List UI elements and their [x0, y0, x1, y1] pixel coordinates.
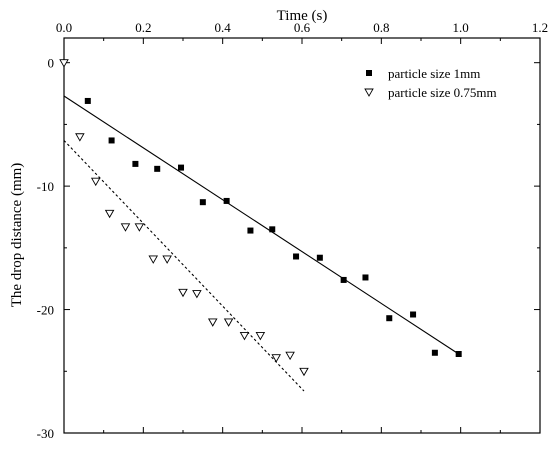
data-point-series-2 — [104, 209, 115, 219]
axis-ticks — [63, 38, 541, 434]
data-point-series-2 — [255, 332, 266, 341]
data-point-series-2 — [285, 351, 295, 361]
axis-tick-labels: 0.0 0.2 0.4 0.6 0.8 1.0 1.2 0 -10 -20 -30 — [37, 20, 548, 441]
data-point-series-2 — [271, 354, 281, 363]
data-point-series-2 — [120, 223, 131, 232]
data-point-series-1 — [455, 351, 462, 357]
x-tick-label: 0.6 — [294, 20, 311, 35]
data-point-series-1 — [410, 311, 417, 318]
legend-marker-series-1 — [366, 70, 372, 76]
x-tick-label: 0.8 — [373, 20, 389, 35]
data-point-series-1 — [132, 160, 139, 167]
legend-marker-series-2 — [364, 88, 374, 97]
data-point-series-1 — [247, 227, 254, 234]
data-point-series-1 — [316, 254, 323, 261]
x-axis-title: Time (s) — [277, 8, 328, 24]
data-point-series-2 — [299, 367, 309, 377]
y-tick-label: -30 — [37, 426, 54, 441]
data-point-series-1 — [386, 315, 393, 322]
data-point-series-1 — [362, 274, 369, 281]
data-point-series-2 — [192, 290, 202, 299]
data-point-series-1 — [431, 349, 438, 356]
data-point-series-2 — [148, 255, 159, 264]
data-point-series-1 — [199, 199, 206, 206]
data-point-series-1 — [178, 164, 185, 171]
data-point-series-2 — [178, 288, 188, 298]
x-tick-label: 0.0 — [56, 20, 72, 35]
x-tick-label: 1.2 — [532, 20, 548, 35]
data-point-series-2 — [239, 332, 250, 341]
data-point-series-1 — [340, 276, 347, 283]
data-point-series-1 — [84, 97, 91, 104]
x-tick-label: 0.4 — [215, 20, 232, 35]
fit-lines — [63, 95, 459, 392]
data-point-series-2 — [207, 318, 218, 327]
fit-line-series-1 — [63, 95, 459, 355]
data-point-series-1 — [108, 137, 115, 144]
legend-label-series-1: particle size 1mm — [388, 66, 480, 81]
data-point-series-1 — [223, 197, 230, 204]
data-point-series-2 — [59, 59, 69, 68]
y-tick-label: -20 — [37, 303, 54, 318]
data-point-series-2 — [223, 318, 234, 327]
data-point-series-2 — [90, 177, 101, 187]
x-tick-label: 0.2 — [135, 20, 151, 35]
data-point-series-1 — [293, 253, 300, 260]
data-point-series-1 — [269, 226, 276, 233]
x-tick-label: 1.0 — [453, 20, 469, 35]
data-point-series-2 — [75, 133, 85, 142]
data-point-series-2 — [162, 255, 172, 264]
legend: particle size 1mm particle size 0.75mm — [364, 66, 497, 100]
y-tick-label: 0 — [48, 56, 55, 71]
data-point-series-2 — [134, 223, 145, 232]
data-point-series-1 — [154, 165, 161, 172]
y-axis-title: The drop distance (mm) — [9, 163, 25, 308]
data-markers — [59, 59, 462, 377]
y-tick-label: -10 — [37, 179, 54, 194]
legend-label-series-2: particle size 0.75mm — [388, 85, 497, 100]
